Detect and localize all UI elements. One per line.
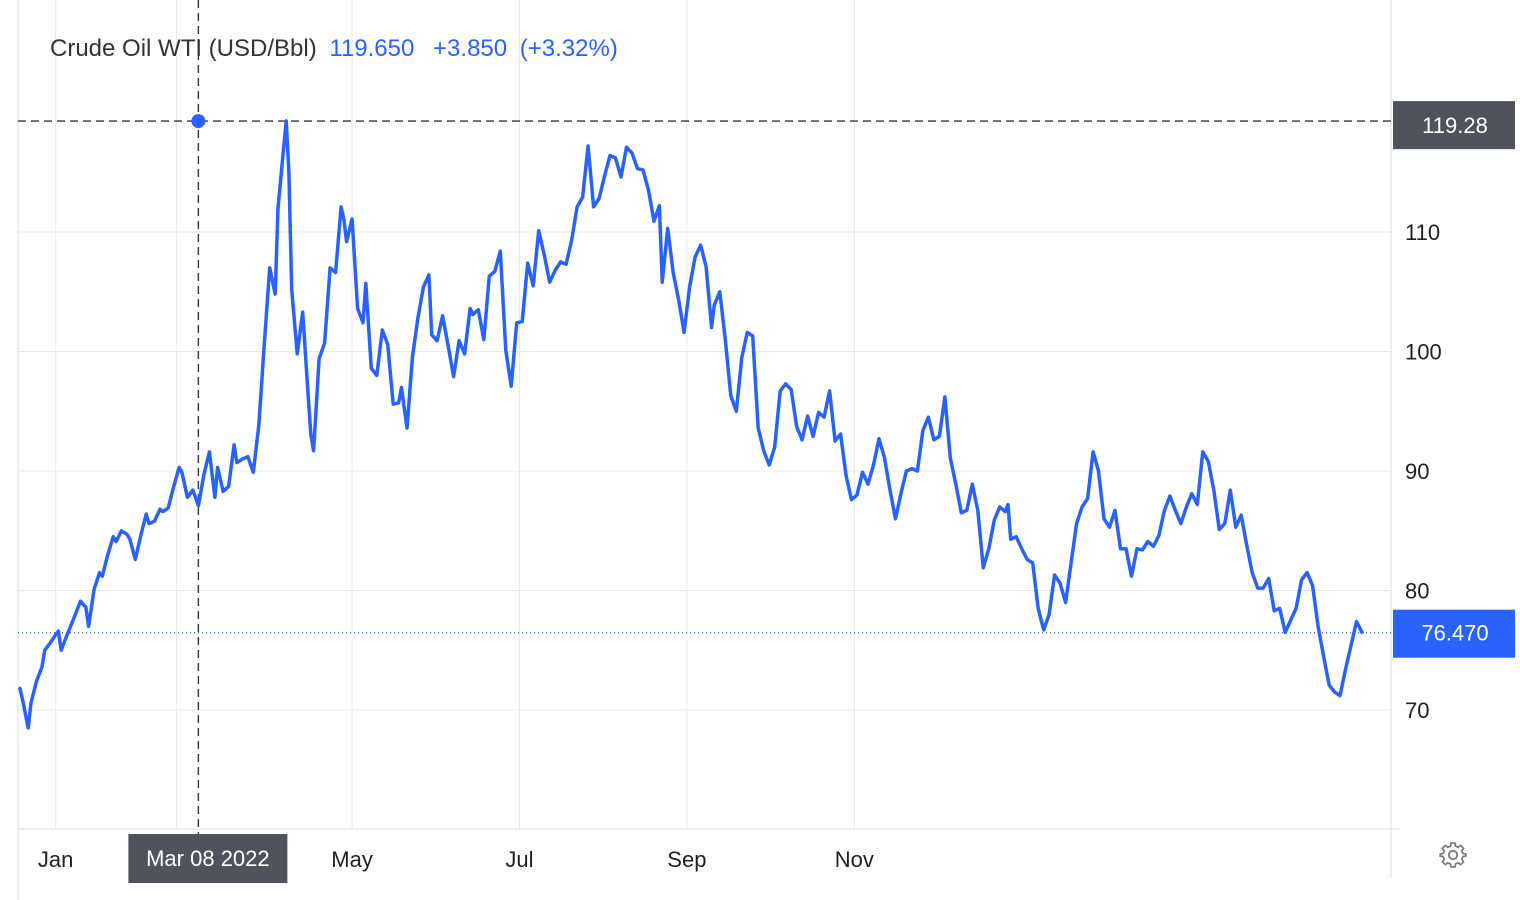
crosshair-date-text: Mar 08 2022 [146,846,270,871]
instrument-change-percent: (+3.32%) [519,35,618,62]
last-price-text: 76.470 [1421,621,1488,646]
crosshair-point [191,114,206,129]
x-tick-label: Nov [835,847,874,872]
crosshair-price-label: 119.28 [1393,101,1515,150]
x-tick-label: Jul [505,847,533,872]
instrument-name: Crude Oil WTI (USD/Bbl) [50,35,317,62]
price-series-line [18,119,1364,730]
instrument-price: 119.650 [329,35,415,62]
x-tick-label: May [331,847,373,872]
y-tick-label: 70 [1405,698,1429,723]
y-axis-tick-labels: 70 80 90 100 110 [1405,220,1442,723]
gear-icon[interactable] [1438,840,1468,870]
axes [17,0,1400,900]
x-axis-tick-labels: Jan May Jul Sep Nov [38,847,874,872]
x-tick-label: Sep [667,847,706,872]
y-tick-label: 100 [1405,340,1442,365]
last-price-label: 76.470 [1393,609,1515,658]
x-tick-label: Jan [38,847,73,872]
chart-legend: Crude Oil WTI (USD/Bbl) 119.650 +3.850 (… [50,34,618,64]
grid-lines [18,0,1391,829]
y-tick-label: 110 [1405,220,1440,245]
y-tick-label: 90 [1405,459,1429,484]
instrument-change: +3.850 [433,35,508,62]
crosshair-date-label: Mar 08 2022 [128,834,288,883]
y-tick-label: 80 [1405,579,1429,604]
crosshair-price-text: 119.28 [1422,113,1488,138]
